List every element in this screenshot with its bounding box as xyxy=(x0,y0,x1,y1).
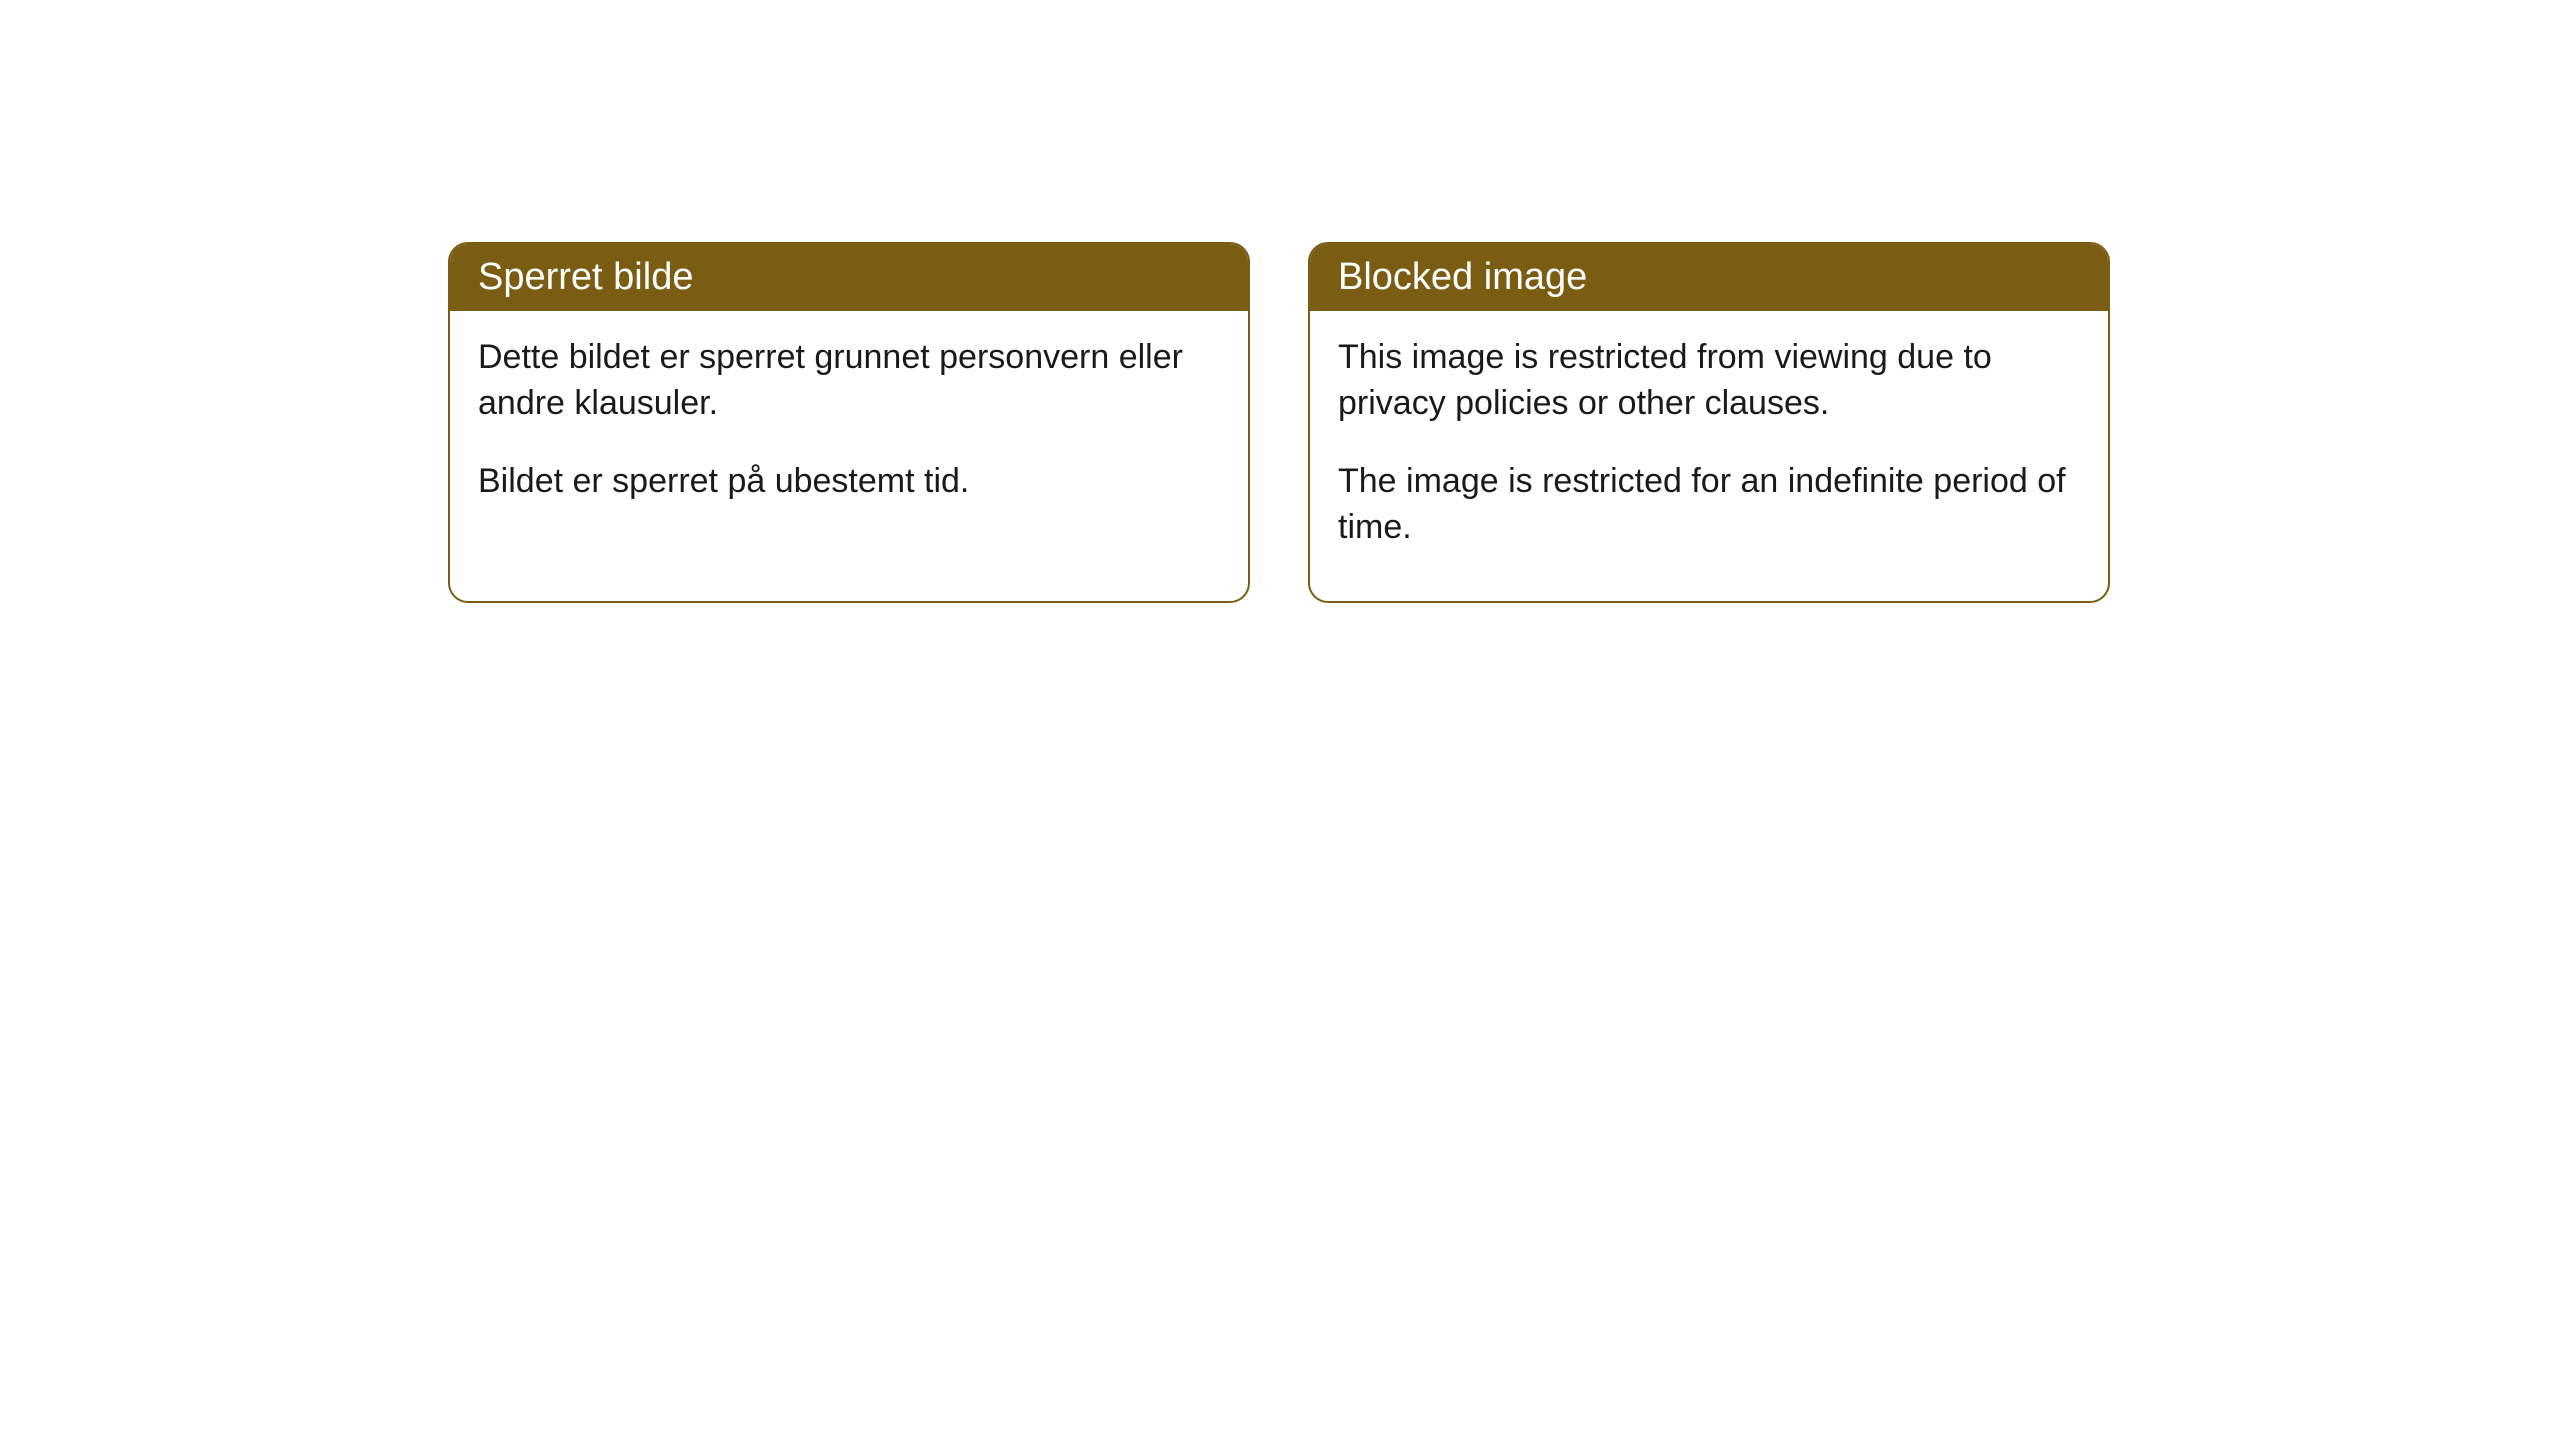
card-body: This image is restricted from viewing du… xyxy=(1310,311,2108,601)
card-paragraph: The image is restricted for an indefinit… xyxy=(1338,459,2080,551)
card-paragraph: Bildet er sperret på ubestemt tid. xyxy=(478,459,1220,505)
card-paragraph: Dette bildet er sperret grunnet personve… xyxy=(478,335,1220,427)
blocked-image-card-en: Blocked image This image is restricted f… xyxy=(1308,242,2110,603)
card-header: Sperret bilde xyxy=(450,244,1248,311)
card-title: Sperret bilde xyxy=(478,256,693,298)
card-paragraph: This image is restricted from viewing du… xyxy=(1338,335,2080,427)
card-body: Dette bildet er sperret grunnet personve… xyxy=(450,311,1248,555)
blocked-image-card-no: Sperret bilde Dette bildet er sperret gr… xyxy=(448,242,1250,603)
card-title: Blocked image xyxy=(1338,256,1587,298)
card-header: Blocked image xyxy=(1310,244,2108,311)
notice-cards-container: Sperret bilde Dette bildet er sperret gr… xyxy=(448,242,2110,603)
